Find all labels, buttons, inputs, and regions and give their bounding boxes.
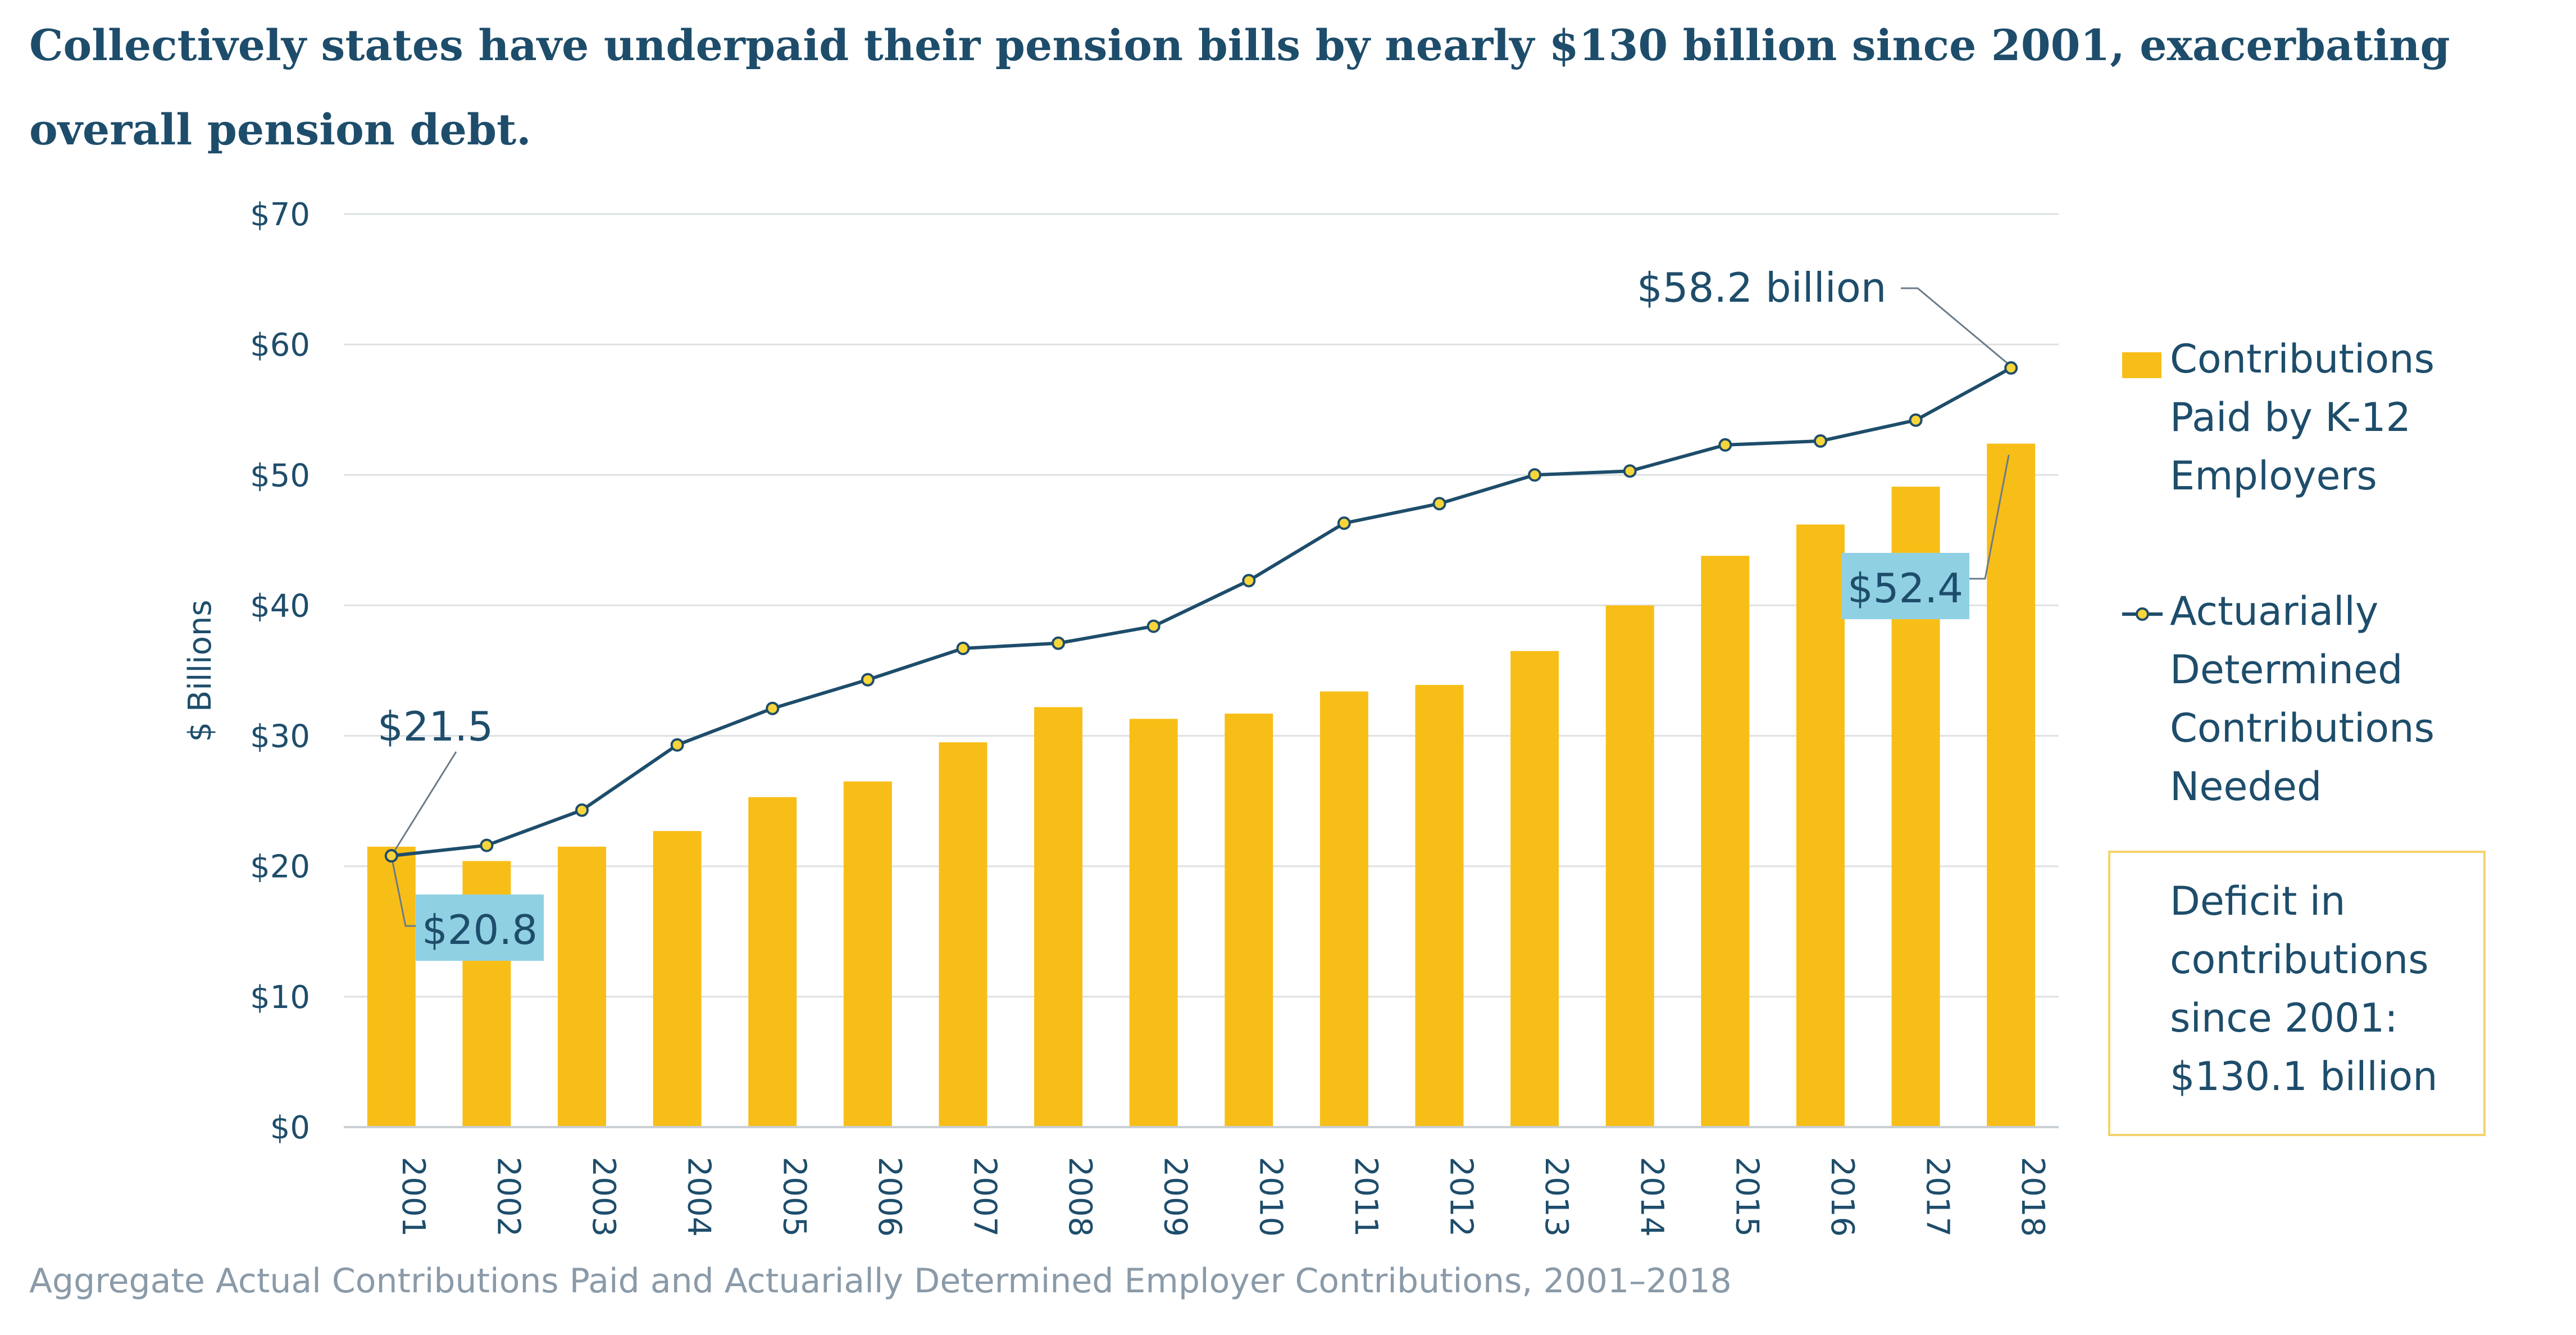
y-tick-label: $30 (250, 719, 310, 755)
line-marker (1909, 413, 1923, 427)
x-tick-label: 2013 (1538, 1157, 1574, 1237)
y-tick-label: $0 (270, 1110, 310, 1146)
x-tick-label: 2015 (1728, 1157, 1765, 1237)
bar (1129, 719, 1178, 1127)
bar (1415, 685, 1464, 1127)
x-tick-label: 2010 (1252, 1157, 1289, 1237)
bar (1510, 651, 1559, 1127)
bar (1225, 714, 1273, 1127)
y-tick-label: $60 (250, 327, 310, 364)
line-marker (1242, 574, 1256, 588)
y-tick-label: $20 (250, 849, 310, 886)
x-tick-label: 2008 (1062, 1157, 1098, 1237)
callouts: $21.5 $20.8 $58.2 billion $52.4 Deficit in co… (377, 264, 2486, 1136)
bar (939, 742, 987, 1127)
legend-label-line: Contributions (2170, 705, 2434, 751)
bar (748, 797, 797, 1127)
x-tick-label: 2011 (1348, 1157, 1384, 1237)
bar (653, 831, 702, 1127)
x-tick-label: 2009 (1157, 1157, 1194, 1237)
chart-caption: Aggregate Actual Contributions Paid and … (29, 1261, 1732, 1301)
line-marker (766, 701, 780, 715)
annotation-line-2001: $20.8 (422, 906, 538, 953)
deficit-box-text: since 2001: (2170, 995, 2398, 1041)
line-marker (1528, 468, 1542, 482)
line-marker (575, 803, 589, 817)
deficit-box (2108, 851, 2486, 1136)
y-tick-label: $50 (250, 457, 310, 494)
x-tick-label: 2016 (1824, 1157, 1860, 1237)
line-marker (956, 642, 970, 656)
line-marker (1052, 636, 1066, 650)
leader-line (1901, 287, 2009, 365)
x-tick-label: 2001 (395, 1157, 431, 1237)
bar (1701, 556, 1750, 1127)
bar (367, 846, 416, 1127)
leader-line (1969, 455, 2010, 580)
bar (558, 846, 607, 1127)
deficit-box-text: contributions (2170, 937, 2429, 983)
leader-line (392, 861, 417, 927)
y-tick-label: $10 (250, 979, 310, 1016)
legend-swatch-bar (2122, 352, 2161, 378)
x-tick-label: 2017 (1919, 1157, 1956, 1237)
deficit-box-text: Deficit in (2170, 878, 2346, 924)
x-tick-label: 2005 (776, 1157, 812, 1237)
annotation-line-2018: $58.2 billion (1637, 264, 1886, 311)
annotation-leaders (392, 287, 2010, 927)
line-marker (384, 849, 398, 863)
line-marker (1337, 516, 1351, 530)
line-marker (670, 738, 684, 752)
bar (1796, 524, 1845, 1127)
x-tick-label: 2014 (1633, 1157, 1670, 1237)
x-tick-label: 2012 (1443, 1157, 1480, 1237)
bar (1987, 443, 2036, 1127)
x-tick-label: 2004 (681, 1157, 717, 1237)
line-marker (861, 673, 875, 687)
x-tick-label: 2003 (585, 1157, 622, 1237)
bar (1034, 707, 1083, 1127)
axes: $0 $10 $20 $30 $40 $50 $60 $70 $ Billions 2001 200… (182, 197, 2059, 1237)
legend: Contributions Paid by K-12 Employers Actuar… (2122, 336, 2434, 810)
leader-line (393, 751, 457, 853)
y-tick-label: $40 (250, 588, 310, 624)
legend-swatch-marker (2136, 607, 2149, 621)
legend-label-line: Actuarially (2170, 588, 2378, 634)
legend-label-line: Needed (2170, 764, 2322, 810)
chart-title: Collectively states have underpaid their… (29, 20, 2450, 155)
deficit-box-text: $130.1 billion (2170, 1054, 2438, 1100)
y-tick-label: $70 (250, 197, 310, 233)
gridlines (344, 213, 2059, 998)
bar (1605, 605, 1654, 1127)
x-tick-label: 2018 (2014, 1157, 2051, 1237)
line-marker (1813, 434, 1827, 448)
annotation-bar-2001: $21.5 (377, 703, 493, 750)
line-series (384, 361, 2018, 863)
x-tick-label: 2002 (490, 1157, 526, 1237)
bar-series (367, 443, 2036, 1127)
legend-label-bar: Contributions (2170, 336, 2434, 382)
legend-label-bar: Paid by K-12 (2170, 394, 2411, 441)
y-axis-title: $ Billions (182, 600, 219, 742)
callout-box (1841, 553, 1969, 619)
line-marker (2004, 361, 2018, 375)
bar (843, 781, 892, 1127)
x-tick-label: 2006 (871, 1157, 908, 1237)
callout-box (416, 894, 544, 961)
line-marker (1623, 464, 1637, 478)
annotation-bar-2018: $52.4 (1847, 565, 1963, 612)
bar (1319, 691, 1368, 1127)
legend-label-bar: Employers (2170, 453, 2377, 499)
legend-label-line: Determined (2170, 647, 2403, 693)
line-marker (480, 838, 494, 852)
line-series-path (391, 366, 2012, 858)
line-marker (1432, 497, 1446, 511)
line-marker (1718, 438, 1732, 452)
x-tick-label: 2007 (966, 1157, 1003, 1237)
line-marker (1146, 619, 1160, 633)
